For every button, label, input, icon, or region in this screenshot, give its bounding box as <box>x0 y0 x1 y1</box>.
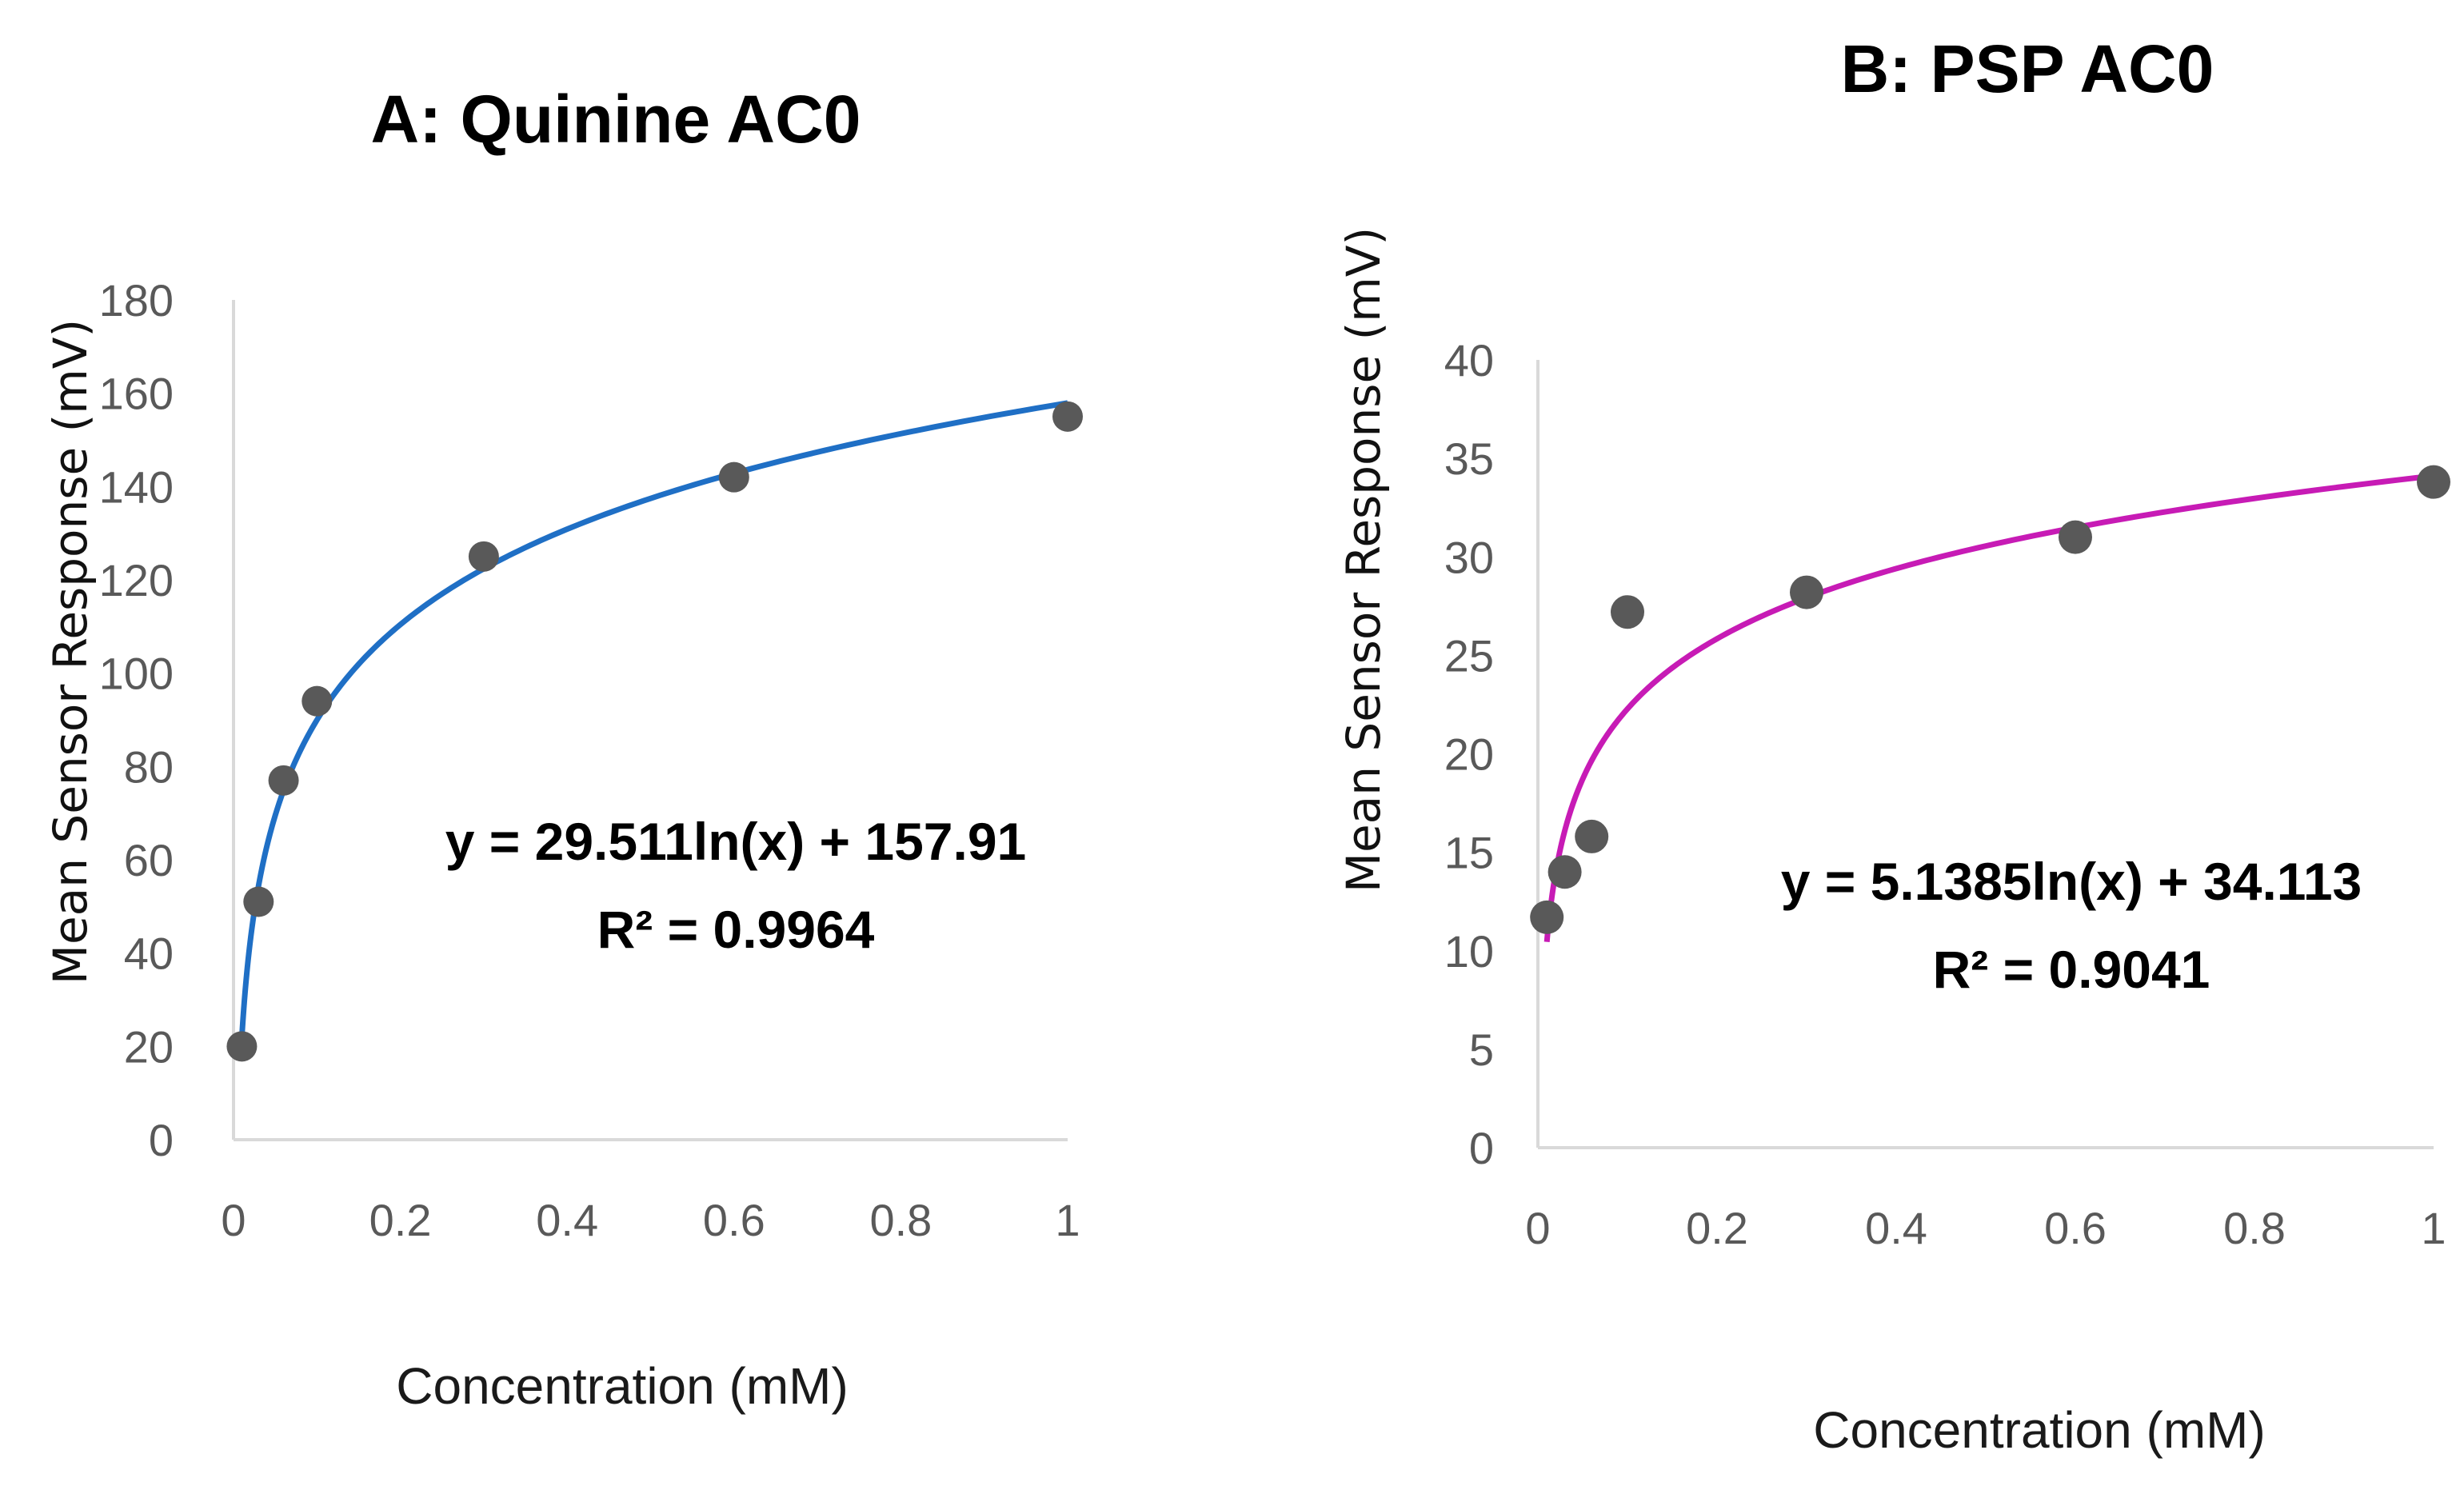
chart-a-y-tick-label: 140 <box>99 461 174 512</box>
chart-b-y-tick-label: 25 <box>1444 630 1494 681</box>
chart-b-ylabel: Mean Sensor Response (mV) <box>1336 227 1391 893</box>
chart-a-equation: y = 29.511ln(x) + 157.91 <box>445 812 1027 871</box>
chart-a-x-tick-label: 0.6 <box>703 1195 765 1245</box>
chart-b-data-point <box>1575 819 1609 853</box>
chart-a-y-tick-label: 100 <box>99 649 174 699</box>
chart-b-y-tick-label: 40 <box>1444 335 1494 385</box>
chart-b-x-tick-label: 0.8 <box>2223 1203 2286 1253</box>
chart-a-data-point <box>1052 401 1083 432</box>
chart-b-y-tick-label: 15 <box>1444 828 1494 878</box>
chart-a-y-tick-label: 180 <box>99 275 174 326</box>
chart-b-r2: R² = 0.9041 <box>1933 940 2210 999</box>
chart-b-data-point <box>2059 520 2092 554</box>
chart-b-x-tick-label: 1 <box>2421 1203 2446 1253</box>
chart-a-y-tick-label: 80 <box>124 741 174 792</box>
chart-b-data-point <box>1530 900 1564 934</box>
chart-a-y-tick-label: 120 <box>99 555 174 605</box>
chart-a-data-point <box>268 765 299 796</box>
chart-a-x-tick-label: 0.8 <box>869 1195 932 1245</box>
chart-a-y-tick-label: 40 <box>124 929 174 979</box>
chart-a-ylabel: Mean Sensor Response (mV) <box>43 319 98 985</box>
chart-a-x-tick-label: 1 <box>1055 1195 1080 1245</box>
chart-a-trendline <box>238 400 1068 1037</box>
chart-b-xlabel: Concentration (mM) <box>1813 1401 2266 1459</box>
chart-b-x-tick-label: 0.6 <box>2044 1203 2107 1253</box>
chart-a-y-tick-label: 20 <box>124 1021 174 1072</box>
chart-b-y-tick-label: 30 <box>1444 532 1494 582</box>
chart-a-y-tick-label: 160 <box>99 369 174 419</box>
chart-a-title: A: Quinine AC0 <box>371 82 861 157</box>
chart-a-xlabel: Concentration (mM) <box>396 1357 849 1415</box>
chart-b-data-point <box>1611 595 1644 629</box>
chart-b-psp: B: PSP AC0 Mean Sensor Response (mV) Con… <box>1336 31 2450 1459</box>
chart-a-x-tick-label: 0.2 <box>369 1195 432 1245</box>
chart-b-data-point <box>1790 575 1823 609</box>
chart-a-y-tick-label: 60 <box>124 835 174 885</box>
chart-b-y-tick-label: 20 <box>1444 729 1494 780</box>
chart-b-equation: y = 5.1385ln(x) + 34.113 <box>1781 852 2362 911</box>
chart-b-y-tick-label: 5 <box>1469 1025 1494 1075</box>
chart-b-x-tick-label: 0.2 <box>1686 1203 1748 1253</box>
chart-b-x-tick-label: 0.4 <box>1865 1203 1927 1253</box>
chart-a-y-tick-label: 0 <box>149 1115 174 1165</box>
chart-b-title: B: PSP AC0 <box>1841 31 2214 106</box>
chart-a-data-point <box>468 541 499 572</box>
chart-a-data-point <box>243 886 274 917</box>
chart-a-x-tick-label: 0.4 <box>536 1195 598 1245</box>
chart-b-data-point <box>1547 855 1582 889</box>
chart-b-y-tick-label: 10 <box>1444 926 1494 977</box>
chart-a-data-point <box>718 461 749 493</box>
chart-a-r2: R² = 0.9964 <box>597 900 875 959</box>
chart-a-quinine: A: Quinine AC0 Mean Sensor Response (mV)… <box>43 82 1083 1415</box>
chart-b-y-tick-label: 0 <box>1469 1123 1494 1173</box>
chart-a-x-tick-label: 0 <box>221 1195 246 1245</box>
chart-a-data-point <box>302 685 333 717</box>
chart-b-data-point <box>2417 465 2450 499</box>
chart-b-y-tick-label: 35 <box>1444 433 1494 484</box>
chart-b-x-tick-label: 0 <box>1525 1203 1550 1253</box>
chart-a-data-point <box>226 1031 258 1062</box>
